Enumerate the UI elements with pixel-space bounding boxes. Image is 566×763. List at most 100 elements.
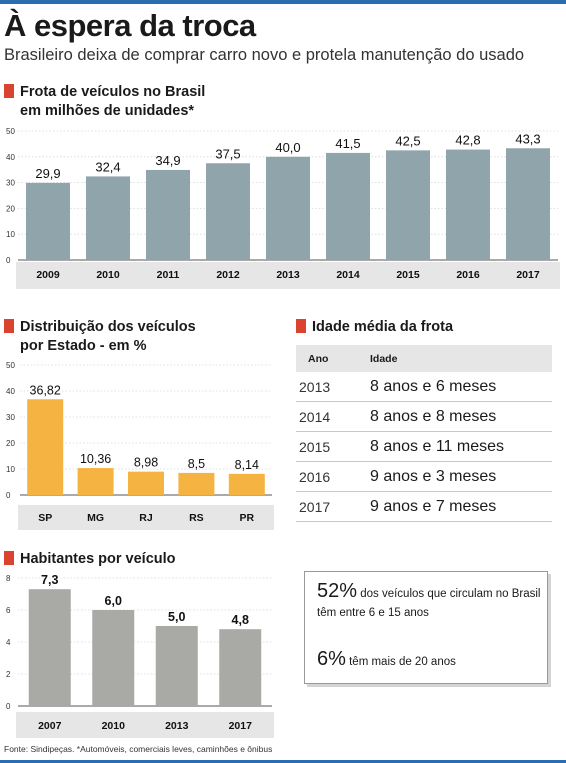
fleet-y-tick-label: 30 [6, 179, 15, 188]
fleet-category-label: 2010 [96, 269, 120, 281]
inhab-category-label: 2007 [38, 720, 62, 732]
fleet-category-label: 2016 [456, 269, 480, 281]
state-y-tick-label: 20 [6, 439, 15, 448]
inhab-value-label: 7,3 [41, 573, 58, 587]
inhab-category-label: 2017 [229, 720, 253, 732]
state-y-tick-label: 40 [6, 387, 15, 396]
age-table-title-text: Idade média da frota [312, 319, 454, 335]
age-year: 2015 [299, 438, 331, 455]
fleet-y-tick-label: 20 [6, 204, 15, 213]
page-title: À espera da troca [4, 8, 256, 43]
inhab-bar [219, 629, 262, 706]
stat-52-percent: 52% dos veículos que circulam no Brasil … [317, 580, 541, 623]
state-category-label: RS [189, 512, 204, 524]
inhab-value-label: 4,8 [232, 613, 249, 627]
fleet-y-tick-label: 0 [6, 256, 11, 265]
age-year: 2014 [299, 408, 331, 425]
age-value: 8 anos e 8 meses [370, 407, 497, 425]
distribution-chart-subtitle: por Estado - em % [20, 338, 147, 354]
state-bar [128, 471, 164, 495]
stat-6-percent: 6% têm mais de 20 anos [317, 648, 456, 671]
fleet-bar [266, 156, 310, 260]
inhab-bar [155, 626, 198, 706]
fleet-chart-title: Frota de veículos no Brasil [4, 83, 205, 101]
age-year: 2017 [299, 498, 331, 515]
fleet-value-label: 32,4 [95, 159, 120, 174]
fleet-value-label: 29,9 [35, 166, 60, 181]
state-bar [228, 473, 265, 495]
fleet-value-label: 41,5 [335, 136, 360, 151]
age-value: 8 anos e 6 meses [370, 377, 497, 395]
inhab-y-tick-label: 8 [6, 574, 11, 583]
state-bar [178, 472, 215, 495]
fleet-category-label: 2017 [516, 269, 540, 281]
table-row: 2017 9 anos e 7 meses [296, 492, 552, 522]
stat-pct-2: 6% [317, 648, 346, 670]
state-value-label: 8,5 [188, 457, 205, 471]
age-table: Ano Idade 2013 8 anos e 6 meses 2014 8 ano… [296, 345, 552, 522]
inhab-value-label: 5,0 [168, 610, 185, 624]
page-subtitle: Brasileiro deixa de comprar carro novo e… [4, 46, 525, 64]
fleet-value-label: 42,5 [395, 133, 420, 148]
state-bar [27, 399, 64, 495]
state-category-label: MG [87, 512, 104, 524]
distribution-chart-title: Distribuição dos veículos [4, 318, 196, 336]
stat-pct-1: 52% [317, 580, 358, 602]
fleet-value-label: 40,0 [275, 140, 300, 155]
inhab-category-label: 2013 [165, 720, 189, 732]
table-row: 2016 9 anos e 3 meses [296, 462, 552, 492]
fleet-bar [86, 176, 130, 260]
inhab-category-band [16, 712, 274, 738]
section-marker-icon [4, 319, 14, 333]
inhab-y-tick-label: 4 [6, 638, 11, 647]
fleet-chart-subtitle: em milhões de unidades* [20, 103, 195, 119]
fleet-category-label: 2011 [157, 269, 180, 281]
fleet-y-tick-label: 10 [6, 230, 15, 239]
fleet-value-label: 43,3 [515, 131, 540, 146]
fleet-chart-title-text: Frota de veículos no Brasil [20, 84, 206, 100]
age-value: 9 anos e 7 meses [370, 497, 497, 515]
source-note: Fonte: Sindipeças. *Automóveis, comercia… [4, 744, 273, 754]
fleet-value-label: 34,9 [155, 153, 180, 168]
state-y-tick-label: 50 [6, 361, 15, 370]
inhab-y-tick-label: 2 [6, 670, 11, 679]
state-value-label: 8,14 [235, 458, 259, 472]
section-marker-icon [4, 84, 14, 98]
fleet-y-tick-label: 40 [6, 153, 15, 162]
state-y-tick-label: 30 [6, 413, 15, 422]
state-value-label: 8,98 [134, 456, 158, 470]
age-value: 9 anos e 3 meses [370, 467, 497, 485]
inhab-y-tick-label: 0 [6, 702, 11, 711]
fleet-value-label: 42,8 [455, 133, 480, 148]
fleet-bar [326, 152, 370, 260]
stat-text-2: têm mais de 20 anos [349, 656, 456, 668]
fleet-bar [506, 148, 550, 260]
age-table-col-year: Ano [308, 352, 329, 365]
section-marker-icon [4, 551, 14, 565]
fleet-category-label: 2015 [396, 269, 420, 281]
table-row: 2014 8 anos e 8 meses [296, 402, 552, 432]
inhabitants-chart-title: Habitantes por veículo [4, 550, 176, 568]
fleet-category-band [16, 262, 560, 289]
fleet-bar [206, 163, 250, 260]
table-row: 2013 8 anos e 6 meses [296, 372, 552, 402]
state-category-label: SP [38, 512, 52, 524]
state-category-band [18, 505, 274, 530]
age-year: 2013 [299, 378, 331, 395]
age-table-header: Ano Idade [296, 345, 552, 372]
state-y-tick-label: 10 [6, 465, 15, 474]
fleet-bar [146, 169, 190, 260]
fleet-bar [26, 182, 70, 260]
fleet-category-label: 2013 [276, 269, 300, 281]
fleet-category-label: 2014 [336, 269, 360, 281]
inhab-value-label: 6,0 [105, 594, 122, 608]
inhab-y-tick-label: 6 [6, 606, 11, 615]
state-value-label: 36,82 [30, 383, 61, 397]
inhab-bar [28, 589, 71, 706]
inhabitants-chart-title-text: Habitantes por veículo [20, 551, 176, 567]
state-bar [77, 468, 114, 495]
fleet-category-label: 2012 [216, 269, 240, 281]
distribution-chart-title-text: Distribuição dos veículos [20, 319, 196, 335]
state-value-label: 10,36 [80, 452, 111, 466]
